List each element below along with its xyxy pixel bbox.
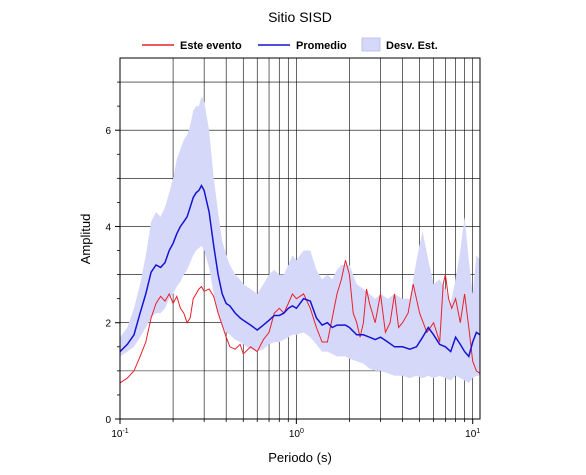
plot-frame bbox=[119, 57, 481, 420]
legend-label: Este evento bbox=[180, 40, 242, 52]
legend-label: Desv. Est. bbox=[386, 40, 438, 52]
x-tick-label: 10-1 bbox=[111, 428, 128, 440]
y-tick-label: 6 bbox=[105, 126, 111, 137]
legend-swatch-band bbox=[361, 37, 381, 52]
y-tick-label: 2 bbox=[105, 319, 111, 330]
y-tick-label: 0 bbox=[105, 415, 111, 426]
legend: Este evento Promedio Desv. Est. bbox=[142, 37, 438, 52]
x-tick-label: 100 bbox=[289, 428, 304, 440]
axis-ticks: 0 2 4 6 10-1 100 101 bbox=[105, 81, 480, 440]
std-dev-band bbox=[120, 96, 480, 383]
plot-area bbox=[120, 96, 480, 384]
series-line-promedio bbox=[120, 184, 480, 358]
y-axis-label: Amplitud bbox=[78, 214, 93, 265]
y-tick-label: 4 bbox=[105, 222, 111, 233]
x-tick-label: 101 bbox=[465, 428, 480, 440]
x-axis-label: Periodo (s) bbox=[268, 450, 332, 465]
series-line-este-evento bbox=[120, 260, 480, 384]
chart-title: Sitio SISD bbox=[268, 9, 332, 25]
legend-label: Promedio bbox=[296, 40, 347, 52]
